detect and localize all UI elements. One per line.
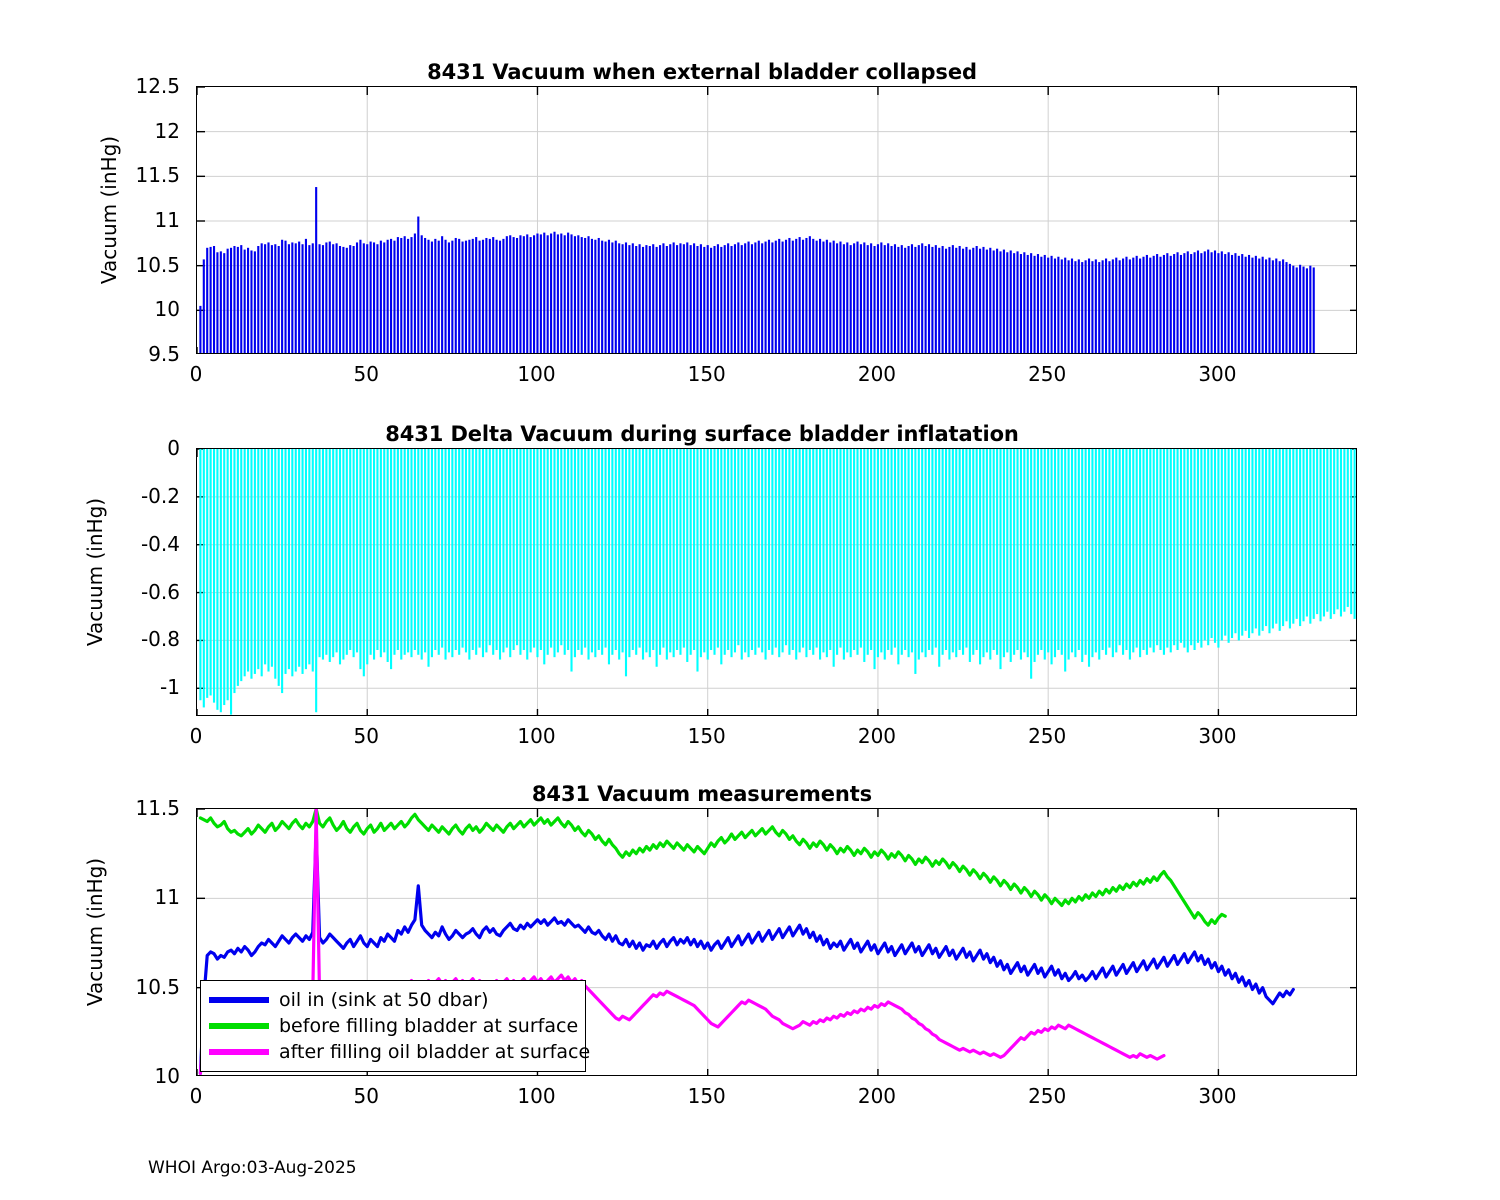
y-tick-label: 9.5 <box>148 342 180 366</box>
legend-swatch-blue <box>209 997 269 1003</box>
y-tick-label: -0.8 <box>140 627 180 652</box>
x-tick-label: 250 <box>1028 1084 1067 1108</box>
legend-item-after-filling[interactable]: after filling oil bladder at surface <box>209 1040 590 1064</box>
panel-title-2: 8431 Delta Vacuum during surface bladder… <box>385 422 1019 446</box>
legend-label-oil-in: oil in (sink at 50 dbar) <box>279 988 489 1011</box>
y-tick-label: 11.5 <box>135 796 180 820</box>
x-tick-label: 200 <box>857 362 897 386</box>
x-tick-label: 150 <box>687 362 726 386</box>
panel-vacuum-collapsed: 8431 Vacuum when external bladder collap… <box>0 50 1500 390</box>
x-tick-label: 150 <box>687 1084 726 1108</box>
plot-area-1 <box>196 86 1357 354</box>
y-tick-label: 11 <box>154 208 180 232</box>
y-tick-label: -0.2 <box>140 483 180 508</box>
legend-item-before-filling[interactable]: before filling bladder at surface <box>209 1014 579 1038</box>
x-tick-label: 100 <box>517 724 556 748</box>
y-tick-label: 10.5 <box>135 974 180 999</box>
x-tick-label: 300 <box>1198 362 1237 386</box>
panel-vacuum-measurements: 8431 Vacuum measurements Vacuum (inHg) o… <box>0 772 1500 1112</box>
panel-title-3: 8431 Vacuum measurements <box>531 782 873 806</box>
panel-delta-vacuum: 8431 Delta Vacuum during surface bladder… <box>0 412 1500 752</box>
x-tick-label: 50 <box>353 1084 379 1108</box>
x-tick-label: 0 <box>189 724 203 748</box>
x-tick-label: 0 <box>189 1084 203 1108</box>
x-tick-label: 50 <box>353 362 379 386</box>
y-tick-label: 11.5 <box>135 163 180 188</box>
legend-label-after-filling: after filling oil bladder at surface <box>279 1040 591 1063</box>
x-tick-label: 100 <box>517 1084 556 1108</box>
x-tick-label: 100 <box>517 362 556 386</box>
legend-label-before-filling: before filling bladder at surface <box>279 1014 579 1037</box>
y-tick-label: -1 <box>160 675 180 700</box>
x-tick-label: 250 <box>1028 362 1067 386</box>
x-tick-label: 300 <box>1198 1084 1237 1108</box>
x-tick-label: 200 <box>857 724 897 748</box>
panel-title-1: 8431 Vacuum when external bladder collap… <box>427 60 977 84</box>
chart-canvas-2 <box>197 449 1356 715</box>
x-tick-label: 300 <box>1198 724 1237 748</box>
y-tick-label: -0.4 <box>140 531 180 556</box>
y-tick-label: 0 <box>167 436 180 460</box>
y-tick-label: 11 <box>154 885 180 910</box>
x-tick-label: 150 <box>687 724 726 748</box>
chart-canvas-1 <box>197 87 1356 353</box>
y-axis-label-3: Vacuum (inHg) <box>83 857 107 1007</box>
legend-vacuum-measurements[interactable]: oil in (sink at 50 dbar) before filling … <box>200 980 590 1072</box>
y-tick-label: 10 <box>154 1064 180 1088</box>
plot-area-2 <box>196 448 1357 716</box>
y-tick-label: 10.5 <box>135 252 180 277</box>
legend-swatch-green <box>209 1023 269 1029</box>
x-tick-label: 250 <box>1028 724 1067 748</box>
legend-swatch-magenta <box>209 1049 269 1055</box>
plot-area-3 <box>196 808 1357 1076</box>
y-tick-label: 12 <box>154 118 180 143</box>
x-tick-label: 50 <box>353 724 379 748</box>
y-tick-label: -0.6 <box>140 579 180 604</box>
x-tick-label: 0 <box>189 362 203 386</box>
y-tick-label: 12.5 <box>135 74 180 98</box>
y-tick-label: 10 <box>154 297 180 322</box>
legend-item-oil-in[interactable]: oil in (sink at 50 dbar) <box>209 988 575 1012</box>
x-tick-label: 200 <box>857 1084 897 1108</box>
figure-footer: WHOI Argo:03-Aug-2025 <box>148 1158 357 1178</box>
